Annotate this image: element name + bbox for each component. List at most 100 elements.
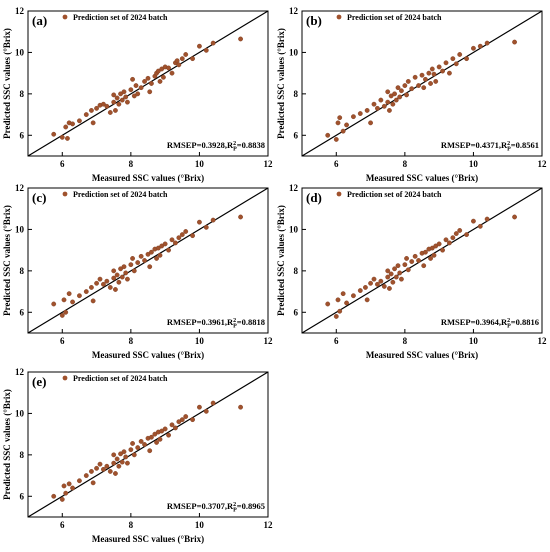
data-point bbox=[118, 266, 123, 272]
data-point bbox=[399, 88, 404, 94]
data-point bbox=[464, 56, 469, 62]
data-point bbox=[121, 449, 127, 455]
panel-label: (c) bbox=[32, 190, 46, 205]
data-point bbox=[147, 89, 153, 95]
x-tick-label: 10 bbox=[195, 520, 205, 530]
data-point bbox=[83, 473, 89, 478]
data-point bbox=[381, 283, 387, 289]
data-point bbox=[113, 287, 118, 292]
data-point bbox=[161, 74, 166, 80]
data-point bbox=[114, 95, 120, 101]
data-point bbox=[426, 70, 432, 76]
data-point bbox=[429, 245, 435, 251]
data-point bbox=[447, 70, 452, 76]
data-point bbox=[90, 480, 96, 486]
data-point bbox=[335, 297, 341, 303]
data-point bbox=[113, 471, 118, 476]
data-point bbox=[113, 108, 118, 113]
x-tick-label: 10 bbox=[469, 336, 479, 346]
data-point bbox=[123, 270, 129, 276]
x-tick-label: 6 bbox=[60, 520, 65, 530]
data-point bbox=[90, 120, 96, 126]
y-tick-label: 6 bbox=[20, 130, 25, 140]
data-point bbox=[477, 43, 483, 49]
panel-label: (a) bbox=[32, 13, 47, 28]
data-point bbox=[101, 101, 106, 107]
data-point bbox=[436, 64, 442, 70]
data-point bbox=[385, 268, 391, 274]
legend-label: Prediction set of 2024 batch bbox=[73, 374, 168, 383]
data-point bbox=[368, 120, 373, 126]
data-point bbox=[335, 120, 341, 126]
data-point bbox=[138, 85, 144, 91]
metric-text: RMSEP=0.3961,R2 P=0.8818 bbox=[167, 317, 265, 330]
data-point bbox=[111, 268, 117, 274]
data-point bbox=[357, 288, 363, 293]
data-point bbox=[77, 478, 82, 484]
data-point bbox=[176, 235, 182, 241]
data-point bbox=[166, 247, 171, 253]
data-point bbox=[83, 289, 89, 294]
y-axis-label: Predicted SSC values (°Brix) bbox=[2, 205, 12, 316]
data-point bbox=[412, 253, 418, 259]
data-point bbox=[118, 451, 123, 457]
data-point bbox=[421, 263, 427, 269]
data-point bbox=[197, 219, 202, 225]
data-point bbox=[159, 66, 165, 72]
data-point bbox=[121, 264, 127, 270]
data-point bbox=[429, 66, 435, 72]
data-point bbox=[419, 72, 425, 78]
data-point bbox=[409, 86, 415, 92]
data-point bbox=[416, 83, 421, 88]
data-point bbox=[128, 447, 134, 453]
panel-c: 6 8 10 12 6 8 10 12 (c) Prediction set of 2024 ba… bbox=[2, 183, 273, 360]
data-point bbox=[412, 74, 418, 80]
x-tick-label: 12 bbox=[538, 336, 548, 346]
y-axis-label: Predicted SSC values (°Brix) bbox=[2, 389, 12, 500]
y-tick-label: 12 bbox=[289, 183, 299, 193]
data-point bbox=[149, 434, 154, 440]
data-point bbox=[471, 45, 476, 51]
data-point bbox=[423, 76, 428, 82]
panel-d: 6 8 10 12 6 8 10 12 (d) Prediction set of 2024 ba… bbox=[276, 183, 547, 360]
data-point bbox=[385, 99, 391, 105]
data-point bbox=[390, 279, 396, 285]
x-tick-label: 12 bbox=[264, 159, 274, 169]
data-point bbox=[176, 419, 182, 425]
y-axis-label: Predicted SSC values (°Brix) bbox=[276, 205, 286, 316]
data-point bbox=[116, 463, 122, 469]
data-point bbox=[392, 91, 397, 97]
x-tick-label: 10 bbox=[195, 159, 205, 169]
data-point bbox=[416, 258, 421, 263]
y-tick-label: 8 bbox=[294, 89, 299, 99]
data-point bbox=[428, 81, 433, 86]
data-point bbox=[89, 285, 94, 290]
data-point bbox=[51, 301, 57, 307]
data-point bbox=[97, 276, 103, 282]
data-point bbox=[405, 267, 411, 273]
data-point bbox=[443, 60, 449, 66]
data-point bbox=[159, 428, 165, 434]
data-point bbox=[162, 426, 168, 432]
data-point bbox=[147, 264, 153, 270]
data-point bbox=[378, 97, 384, 103]
data-point bbox=[157, 436, 163, 442]
data-point bbox=[197, 43, 202, 49]
y-tick-label: 10 bbox=[15, 224, 25, 234]
x-axis-label: Measured SSC values (°Brix) bbox=[366, 350, 478, 360]
data-point bbox=[59, 134, 65, 140]
data-point bbox=[190, 417, 195, 423]
panel-label: (b) bbox=[306, 13, 322, 28]
x-tick-label: 6 bbox=[334, 336, 339, 346]
data-point bbox=[388, 271, 394, 277]
data-point bbox=[145, 251, 151, 257]
data-point bbox=[94, 280, 99, 286]
data-point bbox=[477, 223, 483, 229]
metric-text: RMSEP=0.4371,R2 P=0.8561 bbox=[441, 140, 539, 153]
y-tick-label: 10 bbox=[289, 224, 299, 234]
data-point bbox=[371, 101, 377, 107]
data-point bbox=[123, 94, 129, 100]
panel-a: 6 8 10 12 6 8 10 12 (a) Prediction set of 2024 ba… bbox=[2, 6, 273, 183]
data-point bbox=[210, 217, 216, 223]
y-tick-label: 12 bbox=[289, 6, 299, 16]
